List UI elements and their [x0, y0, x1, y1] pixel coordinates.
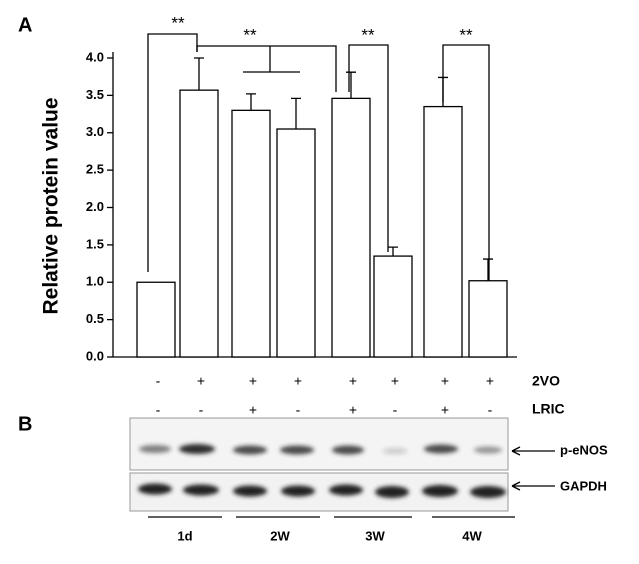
bracket [348, 44, 389, 252]
y-tick-label: 1.5 [86, 236, 104, 251]
treatment-sign: - [488, 402, 493, 418]
treatment-sign: + [249, 373, 257, 389]
band-label: p-eNOS [560, 442, 608, 457]
bar [136, 281, 176, 358]
y-tick-label: 0.0 [86, 348, 104, 363]
significance: ** [171, 13, 185, 32]
group-label: 3W [365, 528, 385, 543]
error-bar [194, 57, 204, 91]
treatment-sign: - [156, 373, 161, 389]
significance: ** [243, 25, 257, 44]
panel-label: A [18, 14, 32, 36]
treatment-sign: + [197, 373, 205, 389]
treatment-sign: + [441, 373, 449, 389]
error-bar [246, 93, 256, 111]
bar [373, 255, 413, 358]
group-label: 1d [177, 528, 192, 543]
bar [468, 280, 508, 358]
group-label: 2W [270, 528, 290, 543]
panel-label: B [18, 413, 32, 435]
significance-brackets [147, 33, 490, 284]
treatment-sign: - [199, 402, 204, 418]
significance: ** [459, 25, 473, 44]
bar [331, 97, 371, 358]
y-tick-label: 4.0 [86, 49, 104, 64]
y-tick-label: 3.0 [86, 124, 104, 139]
treatment-sign: + [349, 373, 357, 389]
error-bar [483, 258, 493, 281]
error-bar [346, 71, 356, 99]
group-label: 4W [462, 528, 482, 543]
blot: p-eNOS GAPDH 1d 2W 3W 4W [129, 417, 608, 543]
y-tick-label: 2.0 [86, 199, 104, 214]
treatment-sign: + [486, 373, 494, 389]
row-label: LRIC [532, 401, 565, 417]
treatment-sign: + [391, 373, 399, 389]
y-tick-label: 3.5 [86, 87, 104, 102]
bracket [442, 44, 490, 284]
y-tick-label: 0.5 [86, 311, 104, 326]
band-label: GAPDH [560, 478, 607, 493]
y-axis-label: Relative protein value [40, 97, 63, 314]
bracket [243, 46, 300, 73]
bar [423, 105, 463, 358]
bar [276, 128, 316, 358]
treatment-sign: - [393, 402, 398, 418]
y-tick-label: 2.5 [86, 162, 104, 177]
blot-frame [129, 417, 509, 471]
bands [138, 444, 506, 498]
bracket [147, 33, 198, 272]
row-label: 2VO [532, 373, 560, 389]
treatment-sign: + [349, 402, 357, 418]
bar [231, 109, 271, 358]
significance: ** [361, 25, 375, 44]
error-bar [438, 76, 448, 107]
treatment-sign: + [294, 373, 302, 389]
treatment-sign: + [441, 402, 449, 418]
arrow [511, 446, 555, 491]
treatment-sign: - [156, 402, 161, 418]
error-bar [291, 97, 301, 130]
bar [179, 89, 219, 358]
treatment-sign: + [249, 402, 257, 418]
treatment-sign: - [296, 402, 301, 418]
y-tick-label: 1.0 [86, 274, 104, 289]
bracket [196, 45, 337, 92]
error-bar [388, 246, 398, 257]
